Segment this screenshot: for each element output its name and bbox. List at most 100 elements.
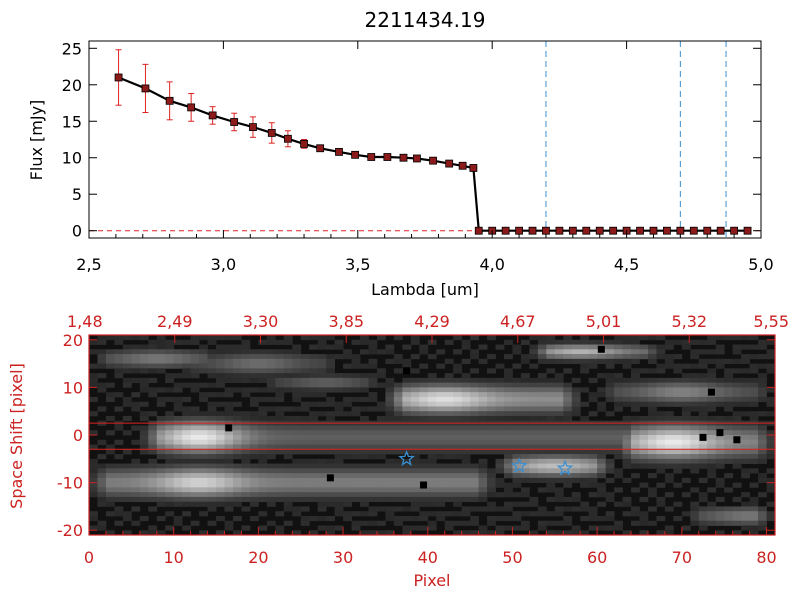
- heatmap-cell: [317, 344, 327, 350]
- heatmap-cell: [537, 454, 547, 460]
- heatmap-cell: [156, 344, 166, 350]
- heatmap-cell: [732, 387, 742, 393]
- heatmap-cell: [258, 377, 268, 384]
- heatmap-cell: [249, 439, 259, 445]
- heatmap-cell: [241, 473, 251, 479]
- heatmap-cell: [427, 401, 437, 407]
- heatmap-cell: [478, 358, 488, 364]
- heatmap-cell: [309, 425, 319, 431]
- heatmap-cell: [444, 454, 454, 460]
- heatmap-cell: [741, 425, 750, 431]
- heatmap-cell: [554, 473, 564, 479]
- heatmap-cell: [258, 463, 268, 469]
- flux-point-25: [528, 226, 537, 235]
- heatmap-cell: [639, 530, 649, 536]
- heatmap-cell: [571, 506, 581, 512]
- heatmap-cell: [182, 368, 192, 374]
- heatmap-cell: [275, 511, 285, 517]
- heatmap-cell: [393, 392, 403, 398]
- heatmap-cell: [427, 492, 437, 498]
- heatmap-cell: [453, 430, 463, 436]
- heatmap-cell: [427, 511, 437, 517]
- heatmap-cell: [427, 501, 437, 507]
- heatmap-cell: [461, 530, 471, 536]
- heatmap-cell: [275, 377, 285, 384]
- heatmap-cell: [495, 482, 505, 488]
- heatmap-cell: [326, 435, 336, 441]
- heatmap-cell: [512, 477, 522, 484]
- heatmap-cell: [283, 382, 293, 388]
- heatmap-cell: [190, 335, 200, 341]
- heatmap-cell: [487, 401, 496, 407]
- heatmap-cell: [317, 411, 327, 417]
- heatmap-cell: [326, 401, 336, 407]
- heatmap-cell: [580, 468, 590, 474]
- heatmap-cell: [275, 358, 285, 364]
- heatmap-cell: [639, 430, 649, 436]
- flux-point-0: [114, 73, 123, 82]
- heatmap-cell: [309, 444, 319, 450]
- heatmap-cell: [351, 387, 361, 393]
- heatmap-cell: [173, 477, 183, 484]
- heatmap-cell: [495, 344, 505, 350]
- heatmap-cell: [393, 492, 403, 498]
- heatmap-cell: [647, 425, 657, 431]
- heatmap-cell: [402, 492, 412, 498]
- heatmap-cell: [741, 520, 750, 526]
- heatmap-cell: [199, 344, 208, 350]
- heatmap-cell: [690, 363, 700, 369]
- heatmap-cell: [334, 454, 344, 460]
- heatmap-cell: [190, 477, 200, 484]
- heatmap-cell: [224, 496, 234, 503]
- flux-point-14: [383, 153, 392, 161]
- heatmap-cell: [503, 377, 513, 384]
- flux-line: [118, 76, 748, 232]
- heatmap-cell: [444, 492, 454, 498]
- heatmap-cell: [681, 401, 691, 407]
- heatmap-cell: [368, 396, 378, 403]
- heatmap-cell: [258, 373, 268, 379]
- heatmap-cell: [707, 501, 717, 507]
- heatmap-cell: [165, 463, 175, 469]
- heatmap-cell: [512, 396, 522, 403]
- heatmap-cell: [376, 444, 386, 450]
- heatmap-cell: [453, 496, 463, 503]
- heatmap-cell: [410, 506, 420, 512]
- heatmap-cell: [597, 463, 607, 469]
- heatmap-cell: [631, 339, 640, 345]
- heatmap-cell: [487, 492, 496, 498]
- heatmap-cell: [165, 492, 175, 498]
- heatmap-cell: [376, 439, 386, 445]
- heatmap-cell: [283, 406, 293, 412]
- heatmap-cell: [724, 444, 734, 450]
- heatmap-cell: [588, 458, 598, 464]
- heatmap-cell: [537, 344, 547, 350]
- heatmap-cell: [182, 425, 192, 431]
- heatmap-cell: [681, 373, 691, 379]
- heatmap-cell: [300, 473, 310, 479]
- heatmap-cell: [317, 468, 327, 474]
- heatmap-cell: [546, 435, 556, 441]
- heatmap-cell: [402, 463, 412, 469]
- heatmap-cell: [165, 430, 175, 436]
- heatmap-cell: [300, 496, 310, 503]
- heatmap-cell: [249, 487, 259, 493]
- heatmap-cell: [622, 430, 632, 436]
- heatmap-cell: [275, 439, 285, 445]
- heatmap-cell: [503, 396, 513, 403]
- heatmap-cell: [249, 425, 259, 431]
- heatmap-cell: [588, 411, 598, 417]
- heatmap-cell: [546, 496, 556, 503]
- heatmap-cell: [131, 487, 141, 493]
- heatmap-cell: [546, 382, 556, 388]
- heatmap-cell: [165, 415, 175, 422]
- heatmap-cell: [165, 354, 175, 360]
- heatmap-cell: [622, 339, 632, 345]
- heatmap-cell: [419, 511, 429, 517]
- heatmap-cell: [436, 473, 446, 479]
- heatmap-cell: [631, 439, 640, 445]
- heatmap-cell: [368, 477, 378, 484]
- heatmap-cell: [360, 363, 369, 369]
- heatmap-cell: [139, 415, 149, 422]
